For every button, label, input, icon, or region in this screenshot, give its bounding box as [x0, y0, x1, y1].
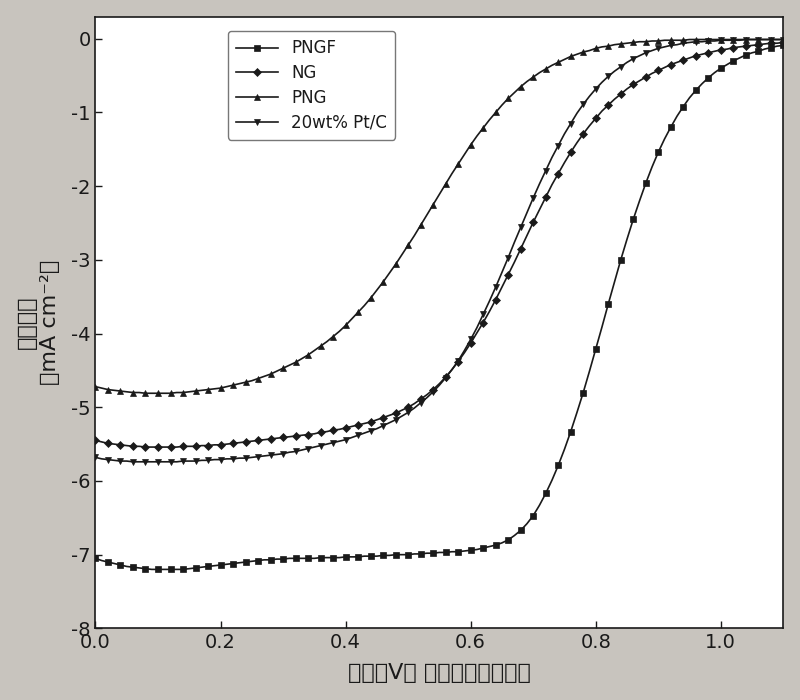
PNGF	[272, 555, 282, 564]
NG	[272, 434, 282, 442]
NG	[416, 395, 426, 403]
PNGF	[90, 554, 100, 563]
20wt% Pt/C	[354, 431, 363, 440]
20wt% Pt/C	[778, 35, 788, 43]
NG	[90, 436, 100, 445]
Y-axis label: 电流密度
（mA cm⁻²）: 电流密度 （mA cm⁻²）	[17, 260, 60, 385]
Line: PNGF: PNGF	[93, 43, 786, 572]
Legend: PNGF, NG, PNG, 20wt% Pt/C: PNGF, NG, PNG, 20wt% Pt/C	[228, 31, 395, 140]
PNGF	[254, 556, 263, 565]
PNG	[272, 367, 282, 375]
NG	[254, 436, 263, 445]
PNG	[90, 382, 100, 391]
NG	[778, 38, 788, 47]
20wt% Pt/C	[90, 453, 100, 461]
20wt% Pt/C	[128, 458, 138, 466]
NG	[354, 421, 363, 429]
PNGF	[760, 45, 770, 53]
PNG	[685, 35, 694, 43]
PNGF	[354, 553, 363, 561]
PNG	[254, 374, 263, 383]
PNGF	[778, 41, 788, 50]
NG	[497, 283, 506, 291]
PNGF	[416, 550, 426, 558]
Line: NG: NG	[93, 40, 786, 450]
20wt% Pt/C	[416, 398, 426, 407]
NG	[141, 443, 150, 452]
PNG	[354, 308, 363, 316]
PNG	[416, 221, 426, 230]
PNGF	[497, 539, 506, 547]
20wt% Pt/C	[272, 450, 282, 459]
NG	[760, 40, 770, 48]
PNG	[766, 35, 776, 43]
20wt% Pt/C	[497, 268, 506, 277]
20wt% Pt/C	[766, 35, 776, 43]
20wt% Pt/C	[254, 452, 263, 461]
Line: PNG: PNG	[93, 36, 786, 396]
PNGF	[147, 565, 157, 573]
X-axis label: 电位（V） 相对于可逆氢电极: 电位（V） 相对于可逆氢电极	[348, 664, 531, 683]
PNG	[497, 101, 506, 109]
PNG	[141, 389, 150, 398]
20wt% Pt/C	[741, 35, 750, 43]
PNG	[778, 35, 788, 43]
Line: 20wt% Pt/C: 20wt% Pt/C	[93, 36, 786, 465]
